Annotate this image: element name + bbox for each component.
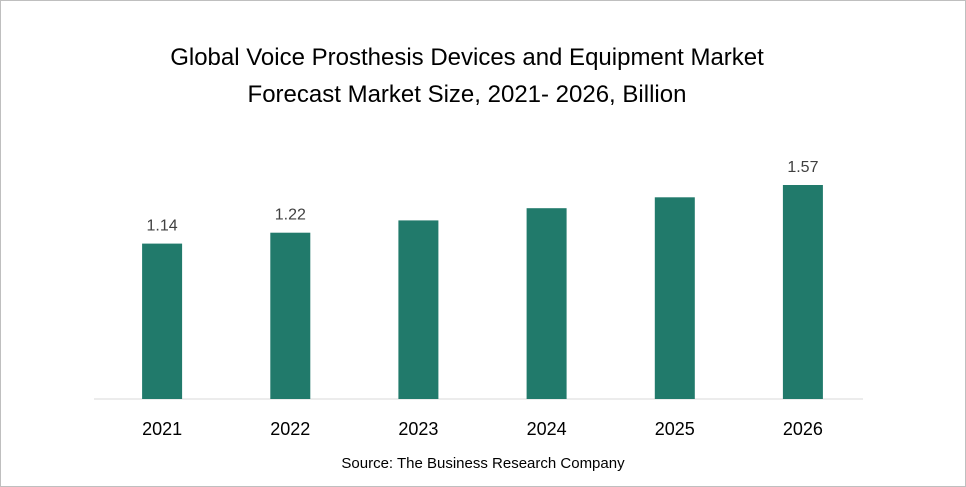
bar-2023 [398, 220, 439, 399]
x-tick-labels-group: 2021 2022 2023 2024 2025 2026 [142, 419, 823, 439]
x-tick-label-2026: 2026 [783, 419, 823, 439]
data-label-2021: 1.14 [147, 218, 178, 235]
x-tick-label-2021: 2021 [142, 419, 182, 439]
chart-title-line-2: Forecast Market Size, 2021- 2026, Billio… [247, 81, 687, 108]
x-tick-label-2022: 2022 [270, 419, 310, 439]
bar-2024 [526, 208, 567, 399]
bar-2025 [654, 197, 695, 399]
data-label-2022: 1.22 [275, 207, 306, 224]
x-tick-label-2024: 2024 [527, 419, 567, 439]
x-tick-label-2023: 2023 [398, 419, 438, 439]
source-note: Source: The Business Research Company [341, 455, 625, 472]
x-tick-label-2025: 2025 [655, 419, 695, 439]
bars-group [142, 185, 823, 399]
data-label-2026: 1.57 [787, 159, 818, 176]
data-labels-group: 1.14 1.22 1.57 [147, 159, 819, 235]
bar-2026 [782, 185, 823, 399]
chart-title-line-1: Global Voice Prosthesis Devices and Equi… [170, 44, 764, 71]
chart-title: Global Voice Prosthesis Devices and Equi… [1, 39, 933, 113]
bar-2022 [270, 232, 311, 399]
bar-2021 [142, 243, 183, 399]
